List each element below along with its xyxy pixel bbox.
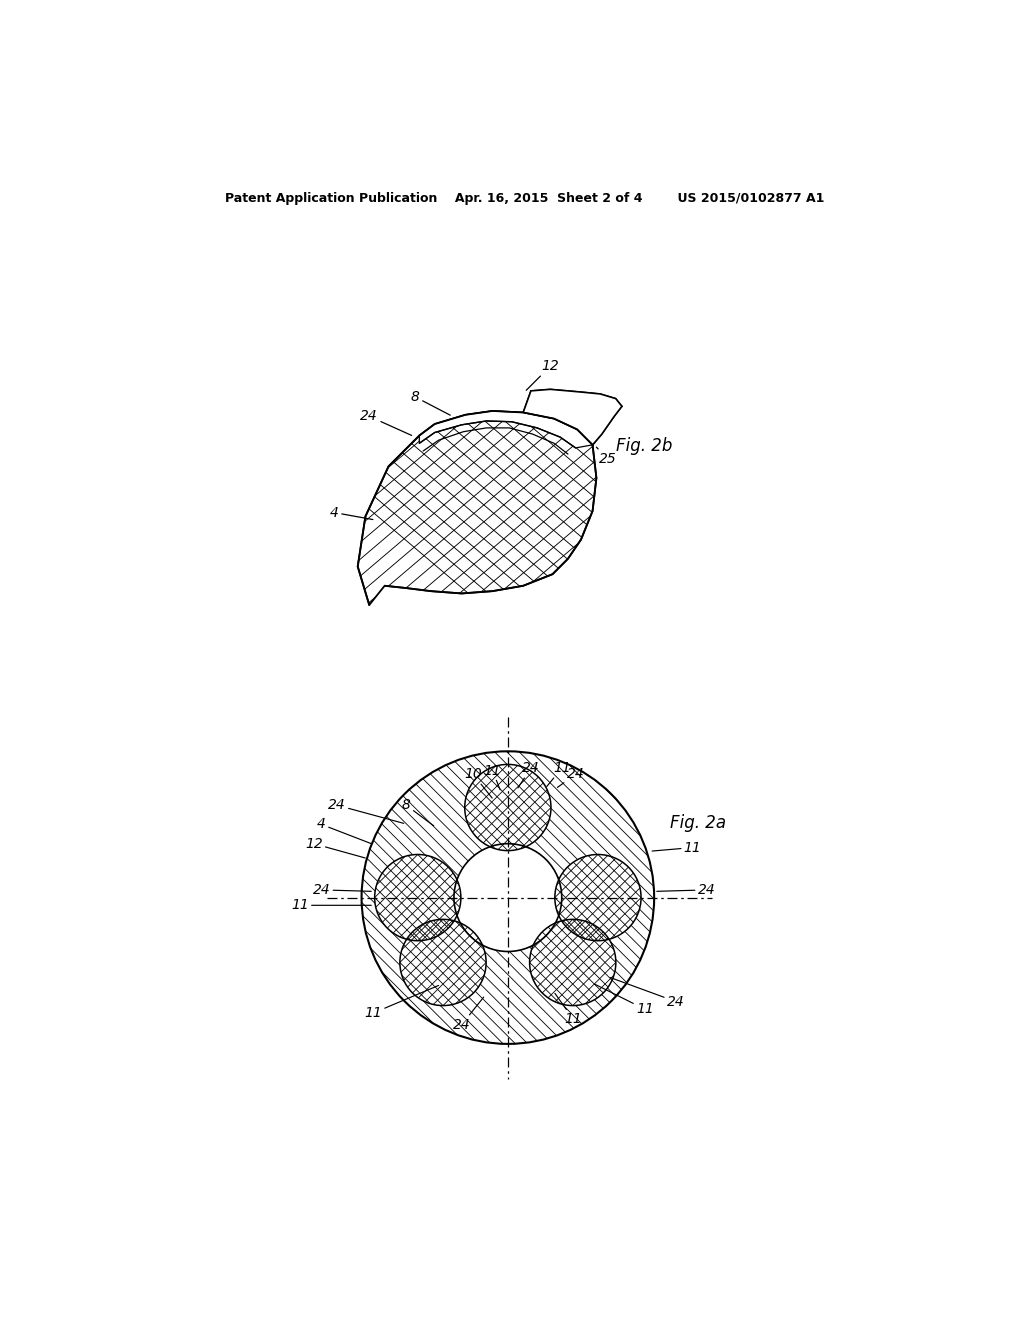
Circle shape bbox=[400, 919, 486, 1006]
Circle shape bbox=[529, 919, 615, 1006]
Text: 11: 11 bbox=[291, 899, 372, 912]
Polygon shape bbox=[523, 389, 622, 445]
Circle shape bbox=[529, 919, 615, 1006]
Text: Fig. 2a: Fig. 2a bbox=[670, 814, 726, 833]
Text: 10: 10 bbox=[464, 767, 493, 799]
Circle shape bbox=[375, 854, 461, 941]
Text: 4: 4 bbox=[330, 506, 373, 520]
Circle shape bbox=[465, 764, 551, 850]
Circle shape bbox=[555, 854, 641, 941]
Polygon shape bbox=[357, 411, 596, 605]
Text: 24: 24 bbox=[557, 767, 585, 787]
Circle shape bbox=[400, 919, 486, 1006]
Text: 25: 25 bbox=[596, 447, 616, 466]
Text: 24: 24 bbox=[312, 883, 372, 896]
Circle shape bbox=[375, 854, 461, 941]
Text: 11: 11 bbox=[365, 986, 438, 1020]
Text: 8: 8 bbox=[401, 799, 434, 826]
Text: 12: 12 bbox=[305, 837, 366, 858]
Circle shape bbox=[400, 919, 486, 1006]
Text: 11: 11 bbox=[483, 763, 502, 789]
Circle shape bbox=[361, 751, 654, 1044]
Text: 8: 8 bbox=[411, 391, 451, 416]
Circle shape bbox=[465, 764, 551, 850]
Text: Fig. 2b: Fig. 2b bbox=[615, 437, 672, 455]
Text: 11: 11 bbox=[595, 985, 653, 1016]
Text: 12: 12 bbox=[526, 359, 559, 391]
Text: 4: 4 bbox=[317, 817, 372, 843]
Polygon shape bbox=[357, 411, 596, 605]
Text: 24: 24 bbox=[453, 997, 483, 1032]
Circle shape bbox=[529, 919, 615, 1006]
Circle shape bbox=[400, 919, 486, 1006]
Circle shape bbox=[375, 854, 461, 941]
Circle shape bbox=[465, 764, 551, 850]
Circle shape bbox=[375, 854, 461, 941]
Text: 24: 24 bbox=[610, 978, 685, 1008]
Circle shape bbox=[555, 854, 641, 941]
Circle shape bbox=[361, 751, 654, 1044]
Text: 11: 11 bbox=[652, 841, 701, 854]
Text: 11: 11 bbox=[547, 762, 570, 787]
Circle shape bbox=[555, 854, 641, 941]
Text: 24: 24 bbox=[328, 799, 403, 824]
Text: 11: 11 bbox=[555, 994, 583, 1026]
Circle shape bbox=[555, 854, 641, 941]
Circle shape bbox=[454, 843, 562, 952]
Text: 24: 24 bbox=[656, 883, 716, 896]
Circle shape bbox=[465, 764, 551, 850]
Text: 24: 24 bbox=[360, 409, 412, 436]
Text: Patent Application Publication    Apr. 16, 2015  Sheet 2 of 4        US 2015/010: Patent Application Publication Apr. 16, … bbox=[225, 191, 824, 205]
Text: 24: 24 bbox=[518, 762, 540, 788]
Polygon shape bbox=[357, 411, 596, 605]
Polygon shape bbox=[419, 411, 593, 447]
Circle shape bbox=[529, 919, 615, 1006]
